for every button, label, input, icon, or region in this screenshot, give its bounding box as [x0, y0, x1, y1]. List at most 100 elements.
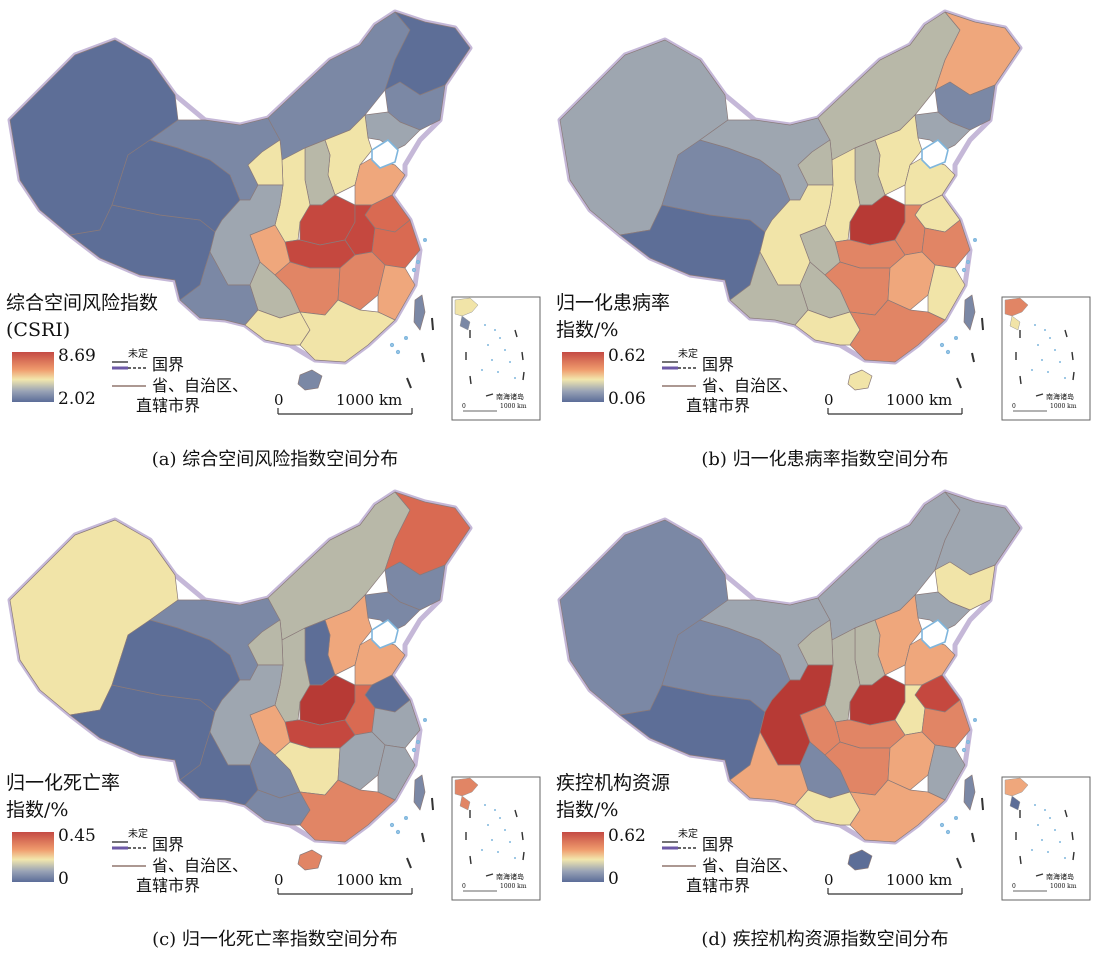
- nine-dash-line: [406, 317, 434, 389]
- inset-label: 南海诸岛: [1046, 393, 1074, 401]
- border-legend-lines: [112, 841, 146, 867]
- scale-end-label: 1000 km: [886, 871, 953, 889]
- undetermined-border-label: 未定: [678, 349, 698, 360]
- border-legend-lines: [662, 841, 696, 867]
- scale-bar: [827, 888, 963, 895]
- scale-bar: [277, 888, 413, 895]
- legend-title: 疾控机构资源: [556, 772, 671, 794]
- scale-zero-label: 0: [824, 871, 834, 889]
- province-taiwan: [963, 294, 976, 331]
- legend-subtitle: 指数/%: [556, 319, 619, 341]
- legend-min-value: 2.02: [58, 389, 96, 409]
- panel-caption: (d) 疾控机构资源指数空间分布: [701, 929, 949, 950]
- province-fujian: [377, 744, 416, 801]
- province-liaoning: [914, 591, 971, 631]
- border-legend-lines: [662, 361, 696, 387]
- province-guangdong: [849, 779, 946, 843]
- panel-d: 疾控机构资源 指数/% 0.62 0 未定 国界 省、自治区、 直辖市界 0 1…: [550, 480, 1100, 960]
- inset-scale-end: 1000 km: [500, 403, 527, 410]
- panel-a: 综合空间风险指数 (CSRI) 8.69 2.02 未定 国界 省、自治区、 直…: [0, 0, 550, 480]
- scale-end-label: 1000 km: [336, 871, 403, 889]
- province-border-label-line1: 省、自治区、: [702, 856, 799, 875]
- scale-end-label: 1000 km: [886, 391, 953, 409]
- legend-title: 归一化患病率: [556, 292, 671, 314]
- legend-colorbar: [12, 832, 54, 882]
- coastline-islands: [939, 718, 977, 835]
- province-border-label-line1: 省、自治区、: [152, 856, 249, 875]
- province-guangdong: [299, 299, 396, 363]
- province-fujian: [927, 744, 966, 801]
- inset-scale-end: 1000 km: [1050, 403, 1077, 410]
- province-border-label-line2: 直辖市界: [136, 876, 201, 895]
- legend-max-value: 0.62: [608, 346, 646, 366]
- province-liaoning: [364, 111, 421, 151]
- scale-zero-label: 0: [824, 391, 834, 409]
- province-taiwan: [963, 774, 976, 811]
- south-china-sea-inset: [1001, 296, 1091, 421]
- province-hainan: [297, 369, 323, 391]
- bohai-sea: [371, 138, 399, 169]
- coastline-islands: [939, 238, 977, 355]
- nine-dash-line: [956, 317, 984, 389]
- province-guangdong: [299, 779, 396, 843]
- nine-dash-line: [956, 797, 984, 869]
- china-map: [7, 9, 541, 421]
- bohai-sea: [921, 138, 949, 169]
- province-hainan: [297, 849, 323, 871]
- inset-label: 南海诸岛: [496, 393, 524, 401]
- inset-scale-zero: 0: [462, 883, 466, 890]
- province-taiwan: [413, 774, 426, 811]
- province-liaoning: [914, 111, 971, 151]
- inset-scale-zero: 0: [462, 403, 466, 410]
- province-hainan: [847, 369, 873, 391]
- south-china-sea-inset: [451, 776, 541, 901]
- panel-caption: (a) 综合空间风险指数空间分布: [151, 449, 399, 470]
- south-china-sea-inset: [1001, 776, 1091, 901]
- legend-subtitle: (CSRI): [6, 319, 71, 341]
- scale-zero-label: 0: [274, 391, 284, 409]
- scale-end-label: 1000 km: [336, 391, 403, 409]
- coastline-islands: [389, 238, 427, 355]
- legend-max-value: 0.62: [608, 826, 646, 846]
- inset-scale-zero: 0: [1012, 403, 1016, 410]
- national-border-label: 国界: [702, 835, 735, 854]
- legend-title: 归一化死亡率: [6, 772, 121, 794]
- legend-colorbar: [562, 832, 604, 882]
- province-hainan: [847, 849, 873, 871]
- nine-dash-line: [406, 797, 434, 869]
- panel-b: 归一化患病率 指数/% 0.62 0.06 未定 国界 省、自治区、 直辖市界 …: [550, 0, 1100, 480]
- china-map: [557, 9, 1091, 421]
- panel-c: 归一化死亡率 指数/% 0.45 0 未定 国界 省、自治区、 直辖市界 0 1…: [0, 480, 550, 960]
- province-border-label-line2: 直辖市界: [686, 876, 751, 895]
- inset-scale-end: 1000 km: [1050, 883, 1077, 890]
- legend-min-value: 0: [608, 869, 619, 889]
- border-legend-lines: [112, 361, 146, 387]
- inset-scale-zero: 0: [1012, 883, 1016, 890]
- undetermined-border-label: 未定: [678, 829, 698, 840]
- china-map: [7, 489, 541, 901]
- legend-max-value: 8.69: [58, 346, 96, 366]
- undetermined-border-label: 未定: [128, 349, 148, 360]
- national-border-label: 国界: [152, 355, 185, 374]
- coastline-islands: [389, 718, 427, 835]
- legend-min-value: 0.06: [608, 389, 646, 409]
- province-border-label-line1: 省、自治区、: [702, 376, 799, 395]
- province-fujian: [927, 264, 966, 321]
- legend-max-value: 0.45: [58, 826, 96, 846]
- scale-bar: [277, 408, 413, 415]
- legend-subtitle: 指数/%: [6, 799, 69, 821]
- province-liaoning: [364, 591, 421, 631]
- scale-bar: [827, 408, 963, 415]
- province-border-label-line1: 省、自治区、: [152, 376, 249, 395]
- china-map: [557, 489, 1091, 901]
- legend-colorbar: [562, 352, 604, 402]
- legend-min-value: 0: [58, 869, 69, 889]
- legend-colorbar: [12, 352, 54, 402]
- province-fujian: [377, 264, 416, 321]
- province-guangdong: [849, 299, 946, 363]
- inset-label: 南海诸岛: [496, 873, 524, 881]
- province-taiwan: [413, 294, 426, 331]
- legend-title: 综合空间风险指数: [6, 292, 159, 314]
- south-china-sea-inset: [451, 296, 541, 421]
- legend-subtitle: 指数/%: [556, 799, 619, 821]
